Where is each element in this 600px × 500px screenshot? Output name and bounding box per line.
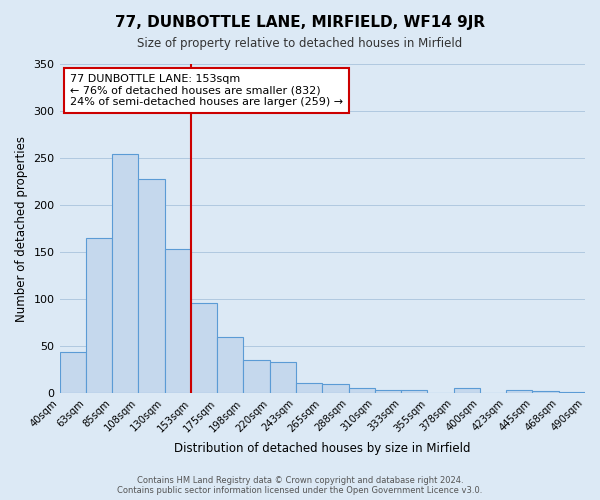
Bar: [244, 360, 270, 393]
Bar: [322, 384, 349, 393]
Bar: [139, 178, 164, 393]
Bar: [375, 390, 401, 393]
Text: Size of property relative to detached houses in Mirfield: Size of property relative to detached ho…: [137, 38, 463, 51]
Bar: [401, 390, 427, 393]
Bar: [532, 392, 559, 393]
Bar: [454, 388, 480, 393]
Bar: [86, 238, 112, 393]
Text: 77, DUNBOTTLE LANE, MIRFIELD, WF14 9JR: 77, DUNBOTTLE LANE, MIRFIELD, WF14 9JR: [115, 15, 485, 30]
Bar: [164, 250, 191, 393]
Bar: [349, 388, 375, 393]
Bar: [217, 337, 244, 393]
Text: Contains HM Land Registry data © Crown copyright and database right 2024.
Contai: Contains HM Land Registry data © Crown c…: [118, 476, 482, 495]
Bar: [506, 390, 532, 393]
Bar: [270, 362, 296, 393]
X-axis label: Distribution of detached houses by size in Mirfield: Distribution of detached houses by size …: [174, 442, 470, 455]
Bar: [191, 303, 217, 393]
Bar: [59, 352, 86, 393]
Bar: [296, 383, 322, 393]
Bar: [559, 392, 585, 393]
Y-axis label: Number of detached properties: Number of detached properties: [15, 136, 28, 322]
Text: 77 DUNBOTTLE LANE: 153sqm
← 76% of detached houses are smaller (832)
24% of semi: 77 DUNBOTTLE LANE: 153sqm ← 76% of detac…: [70, 74, 343, 107]
Bar: [112, 154, 139, 393]
